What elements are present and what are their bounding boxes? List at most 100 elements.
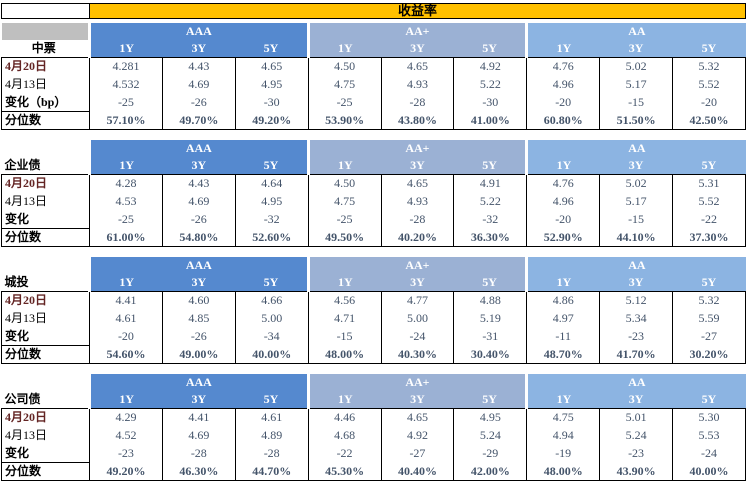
yield-value-cell: 5.52 xyxy=(672,75,746,94)
yield-value-cell: 4.75 xyxy=(307,192,382,211)
tenor-header-cell: 3Y xyxy=(381,156,454,175)
tenor-header-cell: 5Y xyxy=(235,273,309,292)
section-gap-row xyxy=(2,247,746,257)
yield-value-cell: -31 xyxy=(453,327,528,346)
yield-value-cell: 4.85 xyxy=(161,309,236,328)
yield-value-cell: 4.56 xyxy=(307,291,382,310)
yield-value-cell: 48.70% xyxy=(526,345,601,365)
yield-value-cell: 41.00% xyxy=(453,111,528,131)
yield-value-cell: 4.66 xyxy=(234,291,309,310)
tenor-header-cell: 5Y xyxy=(453,39,527,58)
data-row: 变化 -20 -26 -34 -15 -24 -31 -11 -23 -27 xyxy=(1,327,746,346)
yield-value-cell: 4.61 xyxy=(234,408,309,427)
yield-value-cell: 54.80% xyxy=(161,228,236,248)
row-label-cell: 变化 xyxy=(1,444,90,463)
yield-value-cell: 43.80% xyxy=(380,111,455,131)
data-row: 变化 -25 -26 -32 -25 -28 -32 -20 -15 -22 xyxy=(1,210,746,229)
yield-value-cell: 54.60% xyxy=(89,345,163,365)
yield-value-cell: 49.70% xyxy=(161,111,236,131)
yield-value-cell: 4.69 xyxy=(161,75,236,94)
yield-value-cell: 44.10% xyxy=(599,228,673,248)
rating-header-cell: AAA xyxy=(88,373,309,391)
yield-value-cell: -15 xyxy=(307,327,382,346)
yield-value-cell: 5.02 xyxy=(599,57,673,76)
tenor-header-cell: 1Y xyxy=(306,273,381,292)
yield-value-cell: -34 xyxy=(234,327,309,346)
yield-value-cell: 4.93 xyxy=(380,75,455,94)
yield-value-cell: 4.93 xyxy=(380,192,455,211)
yield-value-cell: -25 xyxy=(307,93,382,112)
row-label-cell: 分位数 xyxy=(1,345,90,365)
yield-value-cell: 5.24 xyxy=(599,426,673,445)
yield-value-cell: 4.94 xyxy=(526,426,601,445)
yield-value-cell: -23 xyxy=(89,444,163,463)
tenor-header-cell: 5Y xyxy=(235,390,309,409)
section-gap-cell xyxy=(2,364,746,374)
yield-value-cell: 49.50% xyxy=(307,228,382,248)
rating-header-cell: AA xyxy=(525,373,746,391)
yield-value-cell: 5.34 xyxy=(599,309,673,328)
tenor-header-cell: 1Y xyxy=(306,39,381,58)
yield-value-cell: 4.52 xyxy=(89,426,163,445)
rating-header-cell: AA xyxy=(525,139,746,157)
tenor-header-cell: 5Y xyxy=(453,273,527,292)
yield-value-cell: 4.75 xyxy=(526,408,601,427)
row-label-cell: 4月20日 xyxy=(1,57,90,76)
yield-value-cell: 4.65 xyxy=(234,57,309,76)
yield-value-cell: 5.19 xyxy=(453,309,528,328)
section-gap-cell xyxy=(2,247,746,257)
tenor-header-cell: 3Y xyxy=(599,39,673,58)
row-label-cell: 4月13日 xyxy=(1,426,90,445)
row-label-cell: 分位数 xyxy=(1,228,90,248)
yield-value-cell: 37.30% xyxy=(672,228,746,248)
yield-value-cell: 36.30% xyxy=(453,228,528,248)
tenor-header-cell: 5Y xyxy=(453,390,527,409)
yield-value-cell: 42.50% xyxy=(672,111,746,131)
tenor-header-cell: 5Y xyxy=(672,156,746,175)
yield-value-cell: -25 xyxy=(307,210,382,229)
section-gap-row xyxy=(2,364,746,374)
section-header-spacer-cell xyxy=(2,140,90,157)
yield-value-cell: 5.02 xyxy=(599,174,673,193)
tenor-header-cell: 3Y xyxy=(162,390,236,409)
section-label-cell: 企业债 xyxy=(4,157,41,172)
rating-header-row: AAA AA+ AA xyxy=(2,373,746,391)
yield-value-cell: -28 xyxy=(234,444,309,463)
yield-value-cell: -11 xyxy=(526,327,601,346)
yield-value-cell: 5.52 xyxy=(672,192,746,211)
rating-header-row: AAA AA+ AA xyxy=(1,22,746,40)
yield-value-cell: 5.12 xyxy=(599,291,673,310)
yield-value-cell: 4.532 xyxy=(89,75,163,94)
yield-value-cell: -29 xyxy=(453,444,528,463)
yield-value-cell: -26 xyxy=(161,327,236,346)
yield-value-cell: 4.92 xyxy=(380,426,455,445)
yield-value-cell: 4.96 xyxy=(526,75,601,94)
row-label-cell: 4月13日 xyxy=(1,192,90,211)
corner-cell xyxy=(1,2,90,20)
yield-value-cell: 5.53 xyxy=(672,426,746,445)
data-row: 分位数 57.10% 49.70% 49.20% 53.90% 43.80% 41.00% 6… xyxy=(1,111,746,131)
tenor-header-cell: 1Y xyxy=(306,156,381,175)
rating-header-row: AAA AA+ AA xyxy=(2,256,746,274)
yield-value-cell: -27 xyxy=(672,327,746,346)
row-label-cell: 分位数 xyxy=(1,462,90,482)
yield-value-cell: 40.30% xyxy=(380,345,455,365)
yield-value-cell: 51.50% xyxy=(599,111,673,131)
yield-value-cell: -26 xyxy=(161,93,236,112)
yield-value-cell: 49.20% xyxy=(234,111,309,131)
tenor-header-cell: 3Y xyxy=(162,273,236,292)
row-label-cell: 变化 xyxy=(1,327,90,346)
yield-value-cell: -32 xyxy=(453,210,528,229)
yield-value-cell: 4.65 xyxy=(380,57,455,76)
yield-value-cell: 30.40% xyxy=(453,345,528,365)
rating-header-cell: AA xyxy=(525,256,746,274)
yield-value-cell: -20 xyxy=(89,327,163,346)
yield-value-cell: 4.88 xyxy=(453,291,528,310)
yield-value-cell: 4.92 xyxy=(453,57,528,76)
yield-value-cell: -15 xyxy=(599,210,673,229)
data-row: 4月13日 4.52 4.69 4.89 4.68 4.92 5.24 4.94 5.24 5.5… xyxy=(1,426,746,445)
rating-header-cell: AA xyxy=(525,22,746,40)
yield-value-cell: -24 xyxy=(380,327,455,346)
tenor-header-cell: 5Y xyxy=(235,156,309,175)
tenor-header-cell: 3Y xyxy=(381,390,454,409)
